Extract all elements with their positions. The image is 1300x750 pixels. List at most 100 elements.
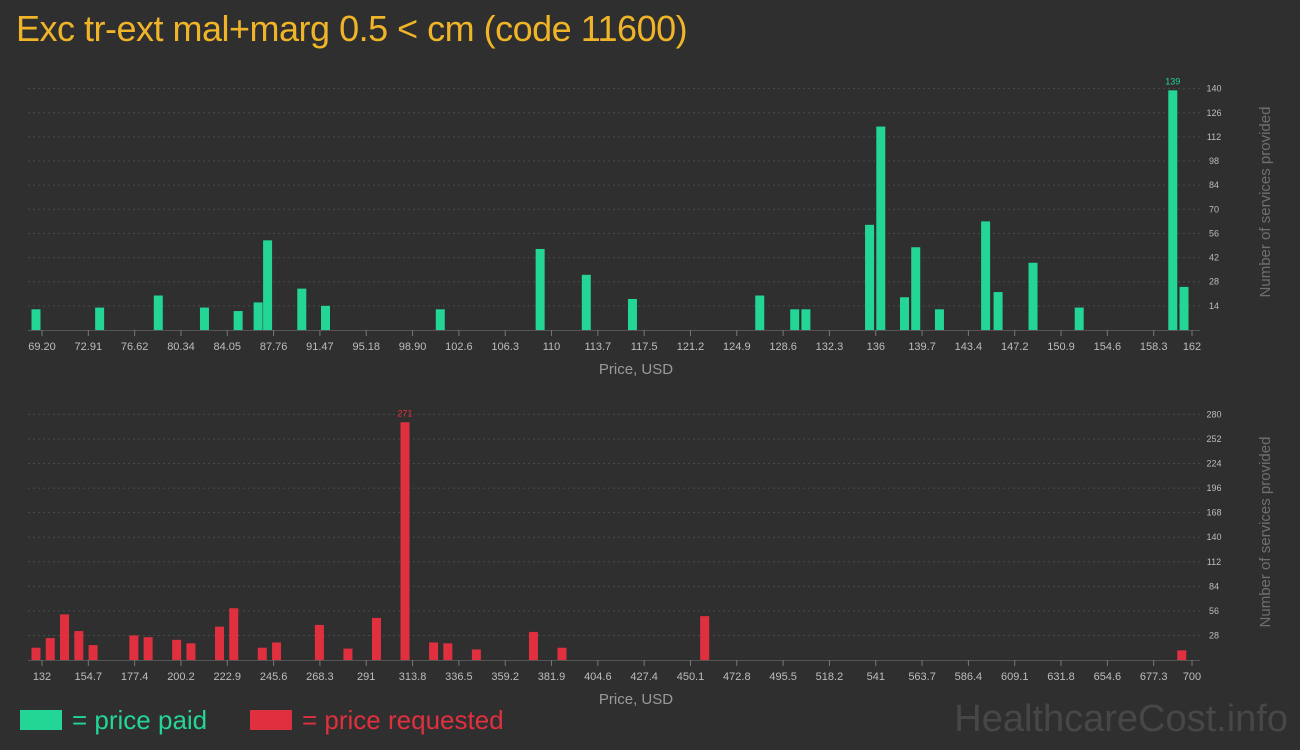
bar xyxy=(297,288,307,330)
x-tick-label: 162 xyxy=(1183,341,1201,353)
x-tick-label: 154.6 xyxy=(1094,341,1122,353)
x-tick-label: 450.1 xyxy=(677,671,705,683)
bar xyxy=(801,309,811,330)
bar xyxy=(581,274,591,330)
bar xyxy=(172,639,182,660)
x-tick-label: 654.6 xyxy=(1094,671,1122,683)
x-tick-label: 76.62 xyxy=(121,341,149,353)
x-tick-label: 404.6 xyxy=(584,671,612,683)
y-tick-label: 42 xyxy=(1209,253,1219,263)
bar xyxy=(186,643,196,660)
x-tick-label: 541 xyxy=(867,671,885,683)
bar xyxy=(535,248,545,330)
bar xyxy=(74,631,84,660)
legend-paid-swatch xyxy=(20,710,62,730)
y-tick-label: 140 xyxy=(1206,84,1221,94)
x-tick-label: 495.5 xyxy=(769,671,797,683)
x-tick-label: 106.3 xyxy=(491,341,519,353)
y-tick-label: 126 xyxy=(1206,108,1221,118)
y-tick-label: 14 xyxy=(1209,301,1219,311)
x-tick-label: 117.5 xyxy=(631,341,658,353)
y-tick-label: 280 xyxy=(1206,409,1221,419)
bar xyxy=(876,126,886,330)
page-title: Exc tr-ext mal+marg 0.5 < cm (code 11600… xyxy=(16,8,688,49)
x-tick-label: 87.76 xyxy=(260,341,288,353)
bar xyxy=(143,637,153,660)
y-tick-label: 112 xyxy=(1207,557,1221,567)
bar xyxy=(31,647,41,660)
x-tick-label: 98.90 xyxy=(399,341,427,353)
bar xyxy=(400,422,410,660)
x-tick-label: 563.7 xyxy=(908,671,936,683)
bar xyxy=(934,309,944,330)
bar xyxy=(700,616,710,660)
x-tick-label: 136 xyxy=(867,341,885,353)
watermark[interactable]: HealthcareCost.info xyxy=(954,698,1288,740)
x-tick-label: 147.2 xyxy=(1001,341,1029,353)
x-tick-label: 677.3 xyxy=(1140,671,1168,683)
y-axis-title: Number of services provided xyxy=(1257,107,1274,298)
bar xyxy=(471,649,481,660)
bar xyxy=(1074,307,1084,330)
legend-requested-swatch xyxy=(250,710,292,730)
x-tick-label: 427.4 xyxy=(630,671,658,683)
max-value-label: 139 xyxy=(1165,76,1180,86)
bar xyxy=(993,292,1003,330)
bar xyxy=(129,635,139,660)
x-tick-label: 128.6 xyxy=(769,341,797,353)
bar xyxy=(1179,286,1189,330)
x-tick-label: 268.3 xyxy=(306,671,334,683)
legend-requested: = price requested xyxy=(250,705,504,735)
bar xyxy=(60,614,70,660)
bar xyxy=(371,617,381,660)
bar xyxy=(627,298,637,330)
bar xyxy=(1177,650,1187,660)
bar xyxy=(755,295,765,330)
y-tick-label: 70 xyxy=(1209,204,1219,214)
y-tick-label: 56 xyxy=(1209,228,1219,238)
x-tick-label: 72.91 xyxy=(75,341,103,353)
x-axis-title: Price, USD xyxy=(599,691,673,708)
bar xyxy=(314,624,324,660)
bar xyxy=(263,240,273,330)
bar xyxy=(1028,262,1038,330)
legend-paid: = price paid xyxy=(20,705,207,735)
bar xyxy=(272,642,282,660)
y-tick-label: 252 xyxy=(1206,434,1221,444)
x-tick-label: 291 xyxy=(357,671,375,683)
x-tick-label: 110 xyxy=(543,341,561,353)
x-tick-label: 313.8 xyxy=(399,671,427,683)
x-tick-label: 91.47 xyxy=(306,341,334,353)
x-tick-label: 95.18 xyxy=(352,341,380,353)
x-tick-label: 158.3 xyxy=(1140,341,1168,353)
legend-requested-label: = price requested xyxy=(302,704,504,735)
x-tick-label: 124.9 xyxy=(723,341,751,353)
x-tick-label: 121.2 xyxy=(677,341,705,353)
x-tick-label: 154.7 xyxy=(75,671,103,683)
bar xyxy=(253,302,263,330)
x-tick-label: 143.4 xyxy=(955,341,983,353)
bar xyxy=(199,307,209,330)
bar xyxy=(981,221,991,330)
y-tick-label: 98 xyxy=(1209,156,1219,166)
x-tick-label: 472.8 xyxy=(723,671,751,683)
y-tick-label: 112 xyxy=(1207,132,1221,142)
x-tick-label: 359.2 xyxy=(491,671,519,683)
x-tick-label: 245.6 xyxy=(260,671,288,683)
x-tick-label: 69.20 xyxy=(28,341,56,353)
bar xyxy=(214,626,224,660)
y-axis-title: Number of services provided xyxy=(1257,437,1274,628)
y-tick-label: 84 xyxy=(1209,180,1219,190)
x-tick-label: 381.9 xyxy=(538,671,566,683)
chart-requested: 28 56 84 112 140 168 196 224 252 280 132 154.7 177.4… xyxy=(28,408,1274,708)
y-tick-label: 28 xyxy=(1209,277,1219,287)
legend-paid-label: = price paid xyxy=(72,704,208,735)
x-axis-title: Price, USD xyxy=(599,361,673,378)
x-tick-label: 132.3 xyxy=(816,341,844,353)
x-tick-label: 336.5 xyxy=(445,671,473,683)
bar xyxy=(31,309,41,330)
x-tick-label: 84.05 xyxy=(214,341,242,353)
y-tick-label: 140 xyxy=(1206,532,1221,542)
x-tick-label: 631.8 xyxy=(1047,671,1075,683)
x-tick-label: 700 xyxy=(1183,671,1201,683)
